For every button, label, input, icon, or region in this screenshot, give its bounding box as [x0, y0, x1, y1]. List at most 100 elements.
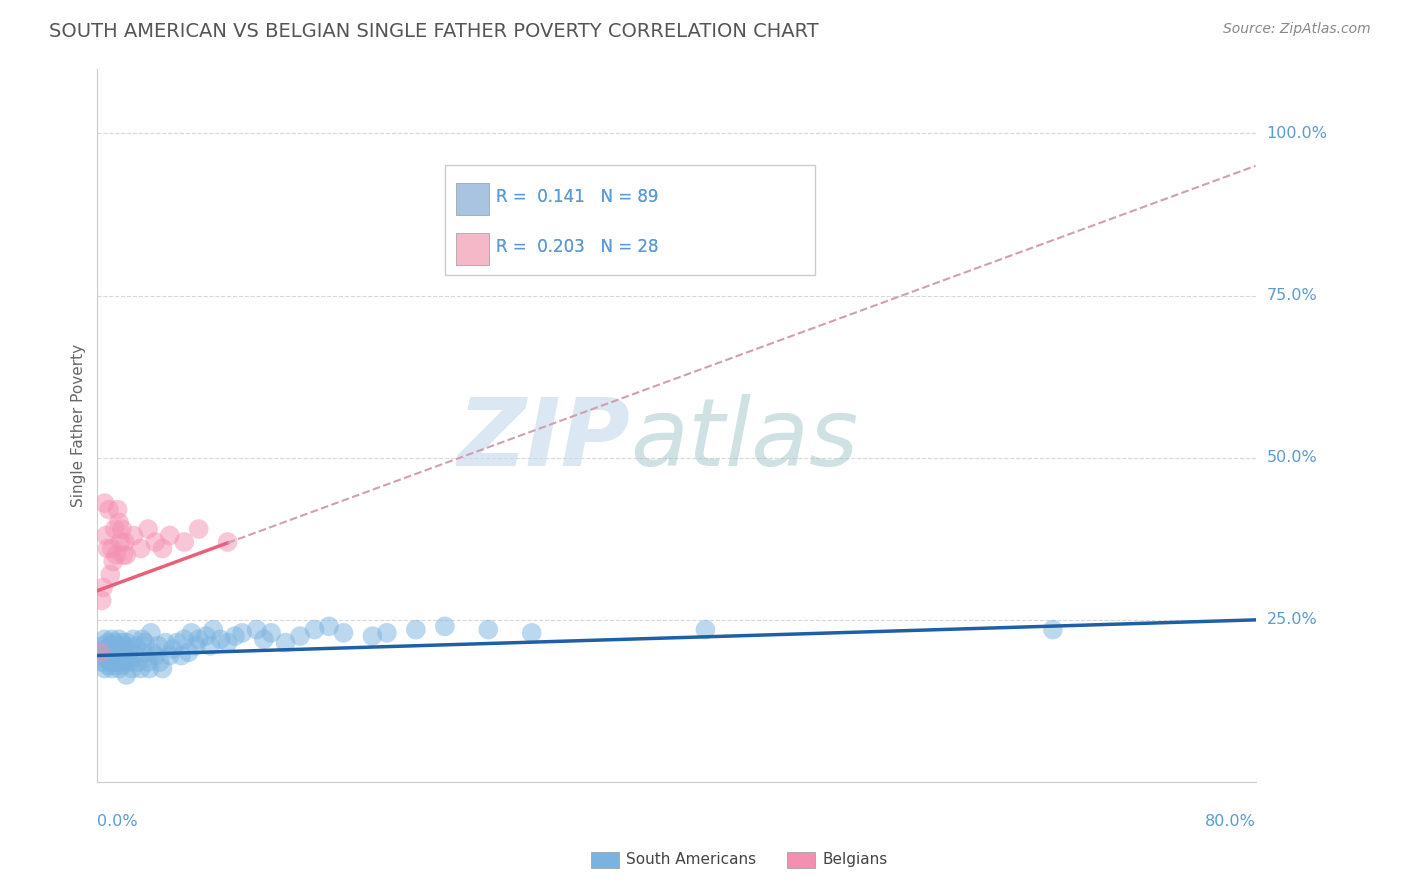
Point	[194, 629, 217, 643]
Point	[117, 652, 139, 666]
Point	[100, 567, 122, 582]
Point	[146, 639, 169, 653]
Point	[375, 625, 398, 640]
Point	[132, 645, 155, 659]
Point	[91, 581, 114, 595]
Point	[97, 645, 120, 659]
Point	[152, 541, 174, 556]
Text: 75.0%: 75.0%	[1267, 288, 1317, 303]
Point	[361, 629, 384, 643]
Point	[217, 635, 239, 649]
Point	[90, 655, 112, 669]
FancyBboxPatch shape	[457, 233, 489, 265]
Point	[93, 661, 115, 675]
Point	[110, 642, 132, 657]
Point	[107, 502, 129, 516]
Point	[104, 635, 127, 649]
Point	[224, 629, 246, 643]
Y-axis label: Single Father Poverty: Single Father Poverty	[72, 343, 86, 507]
Point	[110, 535, 132, 549]
Point	[107, 639, 129, 653]
Point	[112, 642, 135, 657]
FancyBboxPatch shape	[457, 233, 489, 265]
Point	[108, 661, 131, 675]
Point	[695, 623, 717, 637]
Point	[143, 648, 166, 663]
Text: South Americans: South Americans	[626, 853, 756, 867]
Text: ZIP: ZIP	[457, 393, 630, 485]
Point	[405, 623, 427, 637]
Point	[260, 625, 283, 640]
Point	[107, 655, 129, 669]
Point	[118, 645, 141, 659]
Point	[121, 661, 143, 675]
Point	[143, 535, 166, 549]
Point	[131, 632, 153, 647]
Text: Belgians: Belgians	[823, 853, 887, 867]
Point	[318, 619, 340, 633]
Point	[94, 528, 117, 542]
Point	[304, 623, 326, 637]
Point	[159, 648, 181, 663]
Point	[253, 632, 276, 647]
Text: Source: ZipAtlas.com: Source: ZipAtlas.com	[1223, 22, 1371, 37]
Text: R =  0.203   N = 28: R = 0.203 N = 28	[496, 238, 658, 256]
Point	[93, 496, 115, 510]
Point	[187, 632, 209, 647]
Point	[332, 625, 354, 640]
Point	[97, 648, 120, 663]
Point	[288, 629, 311, 643]
Point	[246, 623, 269, 637]
Text: R =  0.141   N = 89: R = 0.141 N = 89	[496, 188, 658, 206]
Point	[104, 522, 127, 536]
Text: 50.0%: 50.0%	[1267, 450, 1317, 466]
Point	[274, 635, 297, 649]
Point	[184, 639, 207, 653]
Point	[127, 655, 149, 669]
Text: 100.0%: 100.0%	[1267, 126, 1327, 141]
Point	[115, 668, 138, 682]
Point	[173, 632, 195, 647]
Point	[115, 635, 138, 649]
Point	[103, 652, 125, 666]
Point	[138, 661, 160, 675]
Point	[108, 632, 131, 647]
Point	[122, 632, 145, 647]
Point	[1042, 623, 1064, 637]
Text: atlas: atlas	[630, 394, 859, 485]
Point	[125, 639, 148, 653]
Point	[96, 635, 118, 649]
Point	[105, 648, 128, 663]
Point	[129, 541, 152, 556]
Point	[101, 661, 124, 675]
Point	[166, 635, 188, 649]
Point	[139, 625, 162, 640]
Point	[180, 625, 202, 640]
Point	[111, 522, 134, 536]
FancyBboxPatch shape	[444, 165, 815, 276]
Point	[115, 548, 138, 562]
Text: 80.0%: 80.0%	[1205, 814, 1256, 830]
Point	[101, 541, 124, 556]
FancyBboxPatch shape	[457, 183, 489, 215]
Point	[105, 642, 128, 657]
Point	[93, 632, 115, 647]
Point	[108, 516, 131, 530]
Point	[101, 632, 124, 647]
Point	[103, 554, 125, 568]
Text: 0.0%: 0.0%	[97, 814, 138, 830]
Point	[90, 593, 112, 607]
Point	[159, 528, 181, 542]
Point	[141, 645, 163, 659]
Text: 25.0%: 25.0%	[1267, 613, 1317, 627]
Point	[433, 619, 456, 633]
Point	[202, 623, 225, 637]
Point	[149, 655, 172, 669]
Point	[94, 642, 117, 657]
Point	[89, 645, 111, 659]
Point	[520, 625, 543, 640]
Point	[155, 635, 177, 649]
Point	[104, 658, 127, 673]
Point	[91, 639, 114, 653]
Point	[110, 652, 132, 666]
